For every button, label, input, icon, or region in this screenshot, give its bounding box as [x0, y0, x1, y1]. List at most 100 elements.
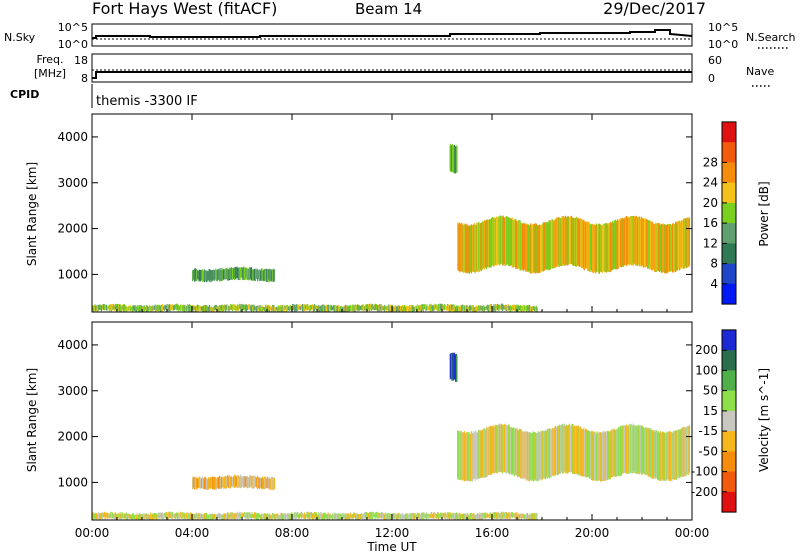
velocity-cell	[522, 431, 524, 478]
velocity-cell	[237, 475, 239, 488]
velocity-cell	[615, 430, 617, 477]
power-cell	[237, 267, 239, 280]
power-cell	[627, 218, 629, 264]
power-cell	[222, 304, 224, 313]
power-cell	[643, 218, 645, 268]
freq-tick-low: 8	[81, 72, 88, 85]
power-cell	[282, 305, 284, 311]
power-cell	[532, 224, 534, 274]
power-cell	[292, 305, 294, 310]
power-cell	[490, 219, 492, 268]
velocity-cell	[372, 512, 374, 518]
velocity-cell	[235, 476, 237, 487]
velocity-cell	[610, 430, 612, 479]
velocity-cell	[197, 478, 199, 488]
power-region-2	[449, 143, 458, 174]
power-cell	[92, 305, 94, 312]
power-cell	[482, 306, 484, 311]
radar-title: Fort Hays West (fitACF)	[92, 0, 277, 18]
velocity-cell	[682, 427, 684, 477]
power-cell	[597, 224, 599, 272]
power-cell	[390, 304, 392, 312]
velocity-cell	[245, 513, 247, 519]
velocity-cell	[522, 514, 524, 518]
power-cell	[267, 270, 269, 283]
power-cell	[230, 303, 232, 310]
nave-tick-high: 60	[708, 54, 722, 67]
power-cell	[327, 304, 329, 312]
freq-panel-frame	[91, 53, 693, 83]
power-cell	[645, 218, 647, 268]
velocity-cell	[282, 515, 284, 520]
velocity-cell	[412, 513, 414, 518]
velocity-cell	[495, 512, 497, 518]
power-cell	[117, 304, 119, 311]
power-cell	[472, 305, 474, 313]
velocity-colorbar-segment	[722, 329, 736, 351]
velocity-cell	[455, 354, 457, 382]
nave-tick-low: 0	[708, 72, 715, 85]
power-cell	[485, 220, 487, 268]
velocity-cell	[137, 515, 139, 520]
power-cell	[483, 221, 485, 268]
power-cell	[462, 305, 464, 311]
power-cell	[467, 306, 469, 312]
power-cell	[255, 270, 257, 279]
power-cell	[522, 304, 524, 313]
velocity-cell	[456, 355, 458, 382]
velocity-cell	[240, 514, 242, 519]
power-cell	[262, 306, 264, 310]
power-cell	[415, 305, 417, 310]
power-cell	[562, 216, 564, 265]
power-cell	[307, 306, 309, 310]
velocity-cell	[585, 428, 587, 478]
velocity-cell	[310, 512, 312, 518]
power-cell	[638, 217, 640, 265]
velocity-colorbar-tick-label: -50	[698, 444, 718, 458]
power-cell	[340, 306, 342, 311]
nsearch-label: N.Search	[746, 31, 796, 44]
beam-label: Beam 14	[355, 0, 422, 18]
power-cell	[532, 306, 534, 310]
velocity-cell	[322, 513, 324, 519]
velocity-cell	[582, 429, 584, 476]
power-cell	[345, 304, 347, 312]
power-cell	[147, 307, 149, 312]
power-cell	[250, 267, 252, 279]
cpid-label: CPID	[10, 88, 39, 101]
velocity-cell	[427, 514, 429, 517]
power-cell	[110, 304, 112, 310]
velocity-cell	[665, 434, 667, 482]
velocity-cell	[365, 512, 367, 519]
power-data-layer	[92, 143, 691, 313]
power-cell	[382, 306, 384, 311]
velocity-cell	[462, 432, 464, 479]
power-cell	[165, 305, 167, 309]
velocity-cell	[482, 512, 484, 519]
velocity-cell	[515, 428, 517, 475]
power-cell	[257, 305, 259, 310]
velocity-cell	[375, 512, 377, 517]
power-cell	[127, 305, 129, 311]
power-cell	[162, 306, 164, 309]
power-cell	[487, 219, 489, 268]
power-cell	[257, 270, 259, 280]
power-cell	[290, 305, 292, 310]
power-cell	[527, 305, 529, 310]
power-region-3	[457, 215, 691, 274]
velocity-cell	[612, 429, 614, 477]
power-cell	[512, 306, 514, 311]
power-cell	[305, 305, 307, 309]
velocity-cell	[100, 513, 102, 519]
velocity-cell	[145, 513, 147, 519]
power-cell	[618, 219, 620, 267]
power-cell	[325, 306, 327, 311]
power-cell	[195, 306, 197, 312]
power-cell	[207, 306, 209, 312]
velocity-cell	[302, 514, 304, 518]
velocity-cell	[590, 432, 592, 479]
velocity-cell	[273, 478, 276, 490]
velocity-cell	[510, 513, 512, 519]
power-cell	[510, 219, 512, 265]
power-cell	[515, 305, 517, 312]
